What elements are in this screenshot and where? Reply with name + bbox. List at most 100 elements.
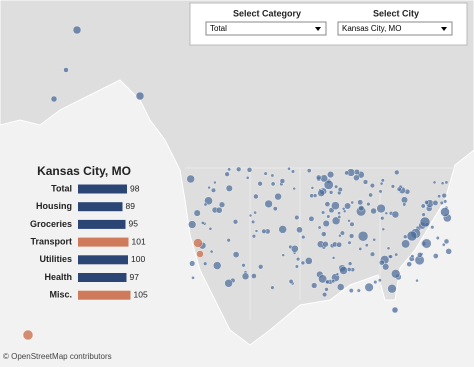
city-dot <box>391 269 401 279</box>
city-dot <box>432 180 437 185</box>
city-dot <box>322 241 329 248</box>
bar <box>78 184 127 194</box>
city-dot <box>322 292 328 298</box>
city-dot <box>328 190 334 195</box>
city-dot <box>388 254 393 259</box>
city-dot <box>281 253 285 257</box>
city-dot <box>208 226 213 231</box>
filter-label: Select Category <box>233 8 301 18</box>
bar-chart: Total 98 Housing 89 Groceries 95 Transport 101 U… <box>30 183 148 300</box>
city-dot <box>203 261 208 266</box>
bar <box>78 255 128 265</box>
city-dot <box>376 203 386 214</box>
city-dot <box>410 254 415 259</box>
city-dot <box>241 263 246 268</box>
city-dot <box>248 213 253 218</box>
city-dot <box>364 243 369 248</box>
city-dot <box>415 278 419 283</box>
bar-label: Health <box>44 272 72 282</box>
city-dot <box>301 235 306 240</box>
select-box[interactable] <box>337 21 453 36</box>
city-dot <box>339 266 348 275</box>
city-dot <box>366 202 371 207</box>
bar <box>78 202 123 212</box>
city-dot <box>290 244 299 253</box>
city-dot <box>294 214 300 220</box>
city-dot <box>346 267 352 272</box>
city-dot <box>373 280 378 285</box>
city-dot <box>312 193 318 198</box>
city-dot <box>406 230 418 242</box>
city-dot <box>358 246 363 251</box>
value-label: 100 <box>131 254 145 264</box>
city-dot <box>347 240 352 245</box>
city-dot <box>325 279 330 285</box>
city-dot <box>445 248 452 255</box>
select-value: Kansas City, MO <box>342 24 401 33</box>
city-dot <box>278 225 287 234</box>
city-dot <box>358 205 365 212</box>
city-dot <box>381 227 385 232</box>
city-dot <box>294 264 299 269</box>
city-dot <box>356 288 361 293</box>
city-dot <box>419 216 431 228</box>
city-dot <box>224 279 233 288</box>
city-dot <box>196 250 204 258</box>
city-dot <box>384 211 388 216</box>
city-dot <box>370 251 376 257</box>
city-dot <box>258 264 264 270</box>
city-dot <box>135 91 145 101</box>
city-dot <box>245 175 250 180</box>
city-dot <box>200 221 205 225</box>
select-value: Total <box>210 24 227 33</box>
city-dot <box>186 174 195 184</box>
city-dot <box>218 201 226 208</box>
city-dot <box>379 181 384 186</box>
city-dot <box>296 257 301 262</box>
city-dot <box>318 274 327 284</box>
value-label: 101 <box>132 236 146 246</box>
city-dot <box>311 282 318 289</box>
city-dot <box>443 199 448 204</box>
city-dot <box>324 287 329 292</box>
city-select[interactable]: Kansas City, MO <box>337 21 453 36</box>
city-dot <box>362 179 369 185</box>
land <box>0 0 474 346</box>
city-dot <box>226 238 231 243</box>
city-dot <box>440 181 445 185</box>
city-dot <box>310 186 315 190</box>
city-dot <box>315 174 322 181</box>
city-dot <box>193 209 201 217</box>
city-dot <box>437 194 441 199</box>
select-arrow <box>315 27 321 31</box>
city-dot <box>440 207 450 217</box>
city-dot <box>225 184 233 192</box>
city-dot <box>270 181 276 187</box>
city-dot <box>279 178 286 184</box>
value-label: 89 <box>126 201 136 211</box>
city-dot <box>207 185 211 190</box>
city-dot <box>334 184 339 189</box>
city-dot <box>435 236 440 240</box>
city-dot <box>432 253 439 259</box>
select-box[interactable] <box>205 21 327 36</box>
city-dot <box>253 210 257 215</box>
city-dot <box>22 329 34 341</box>
city-dot <box>331 216 341 226</box>
city-dot <box>353 174 360 182</box>
city-dot <box>377 278 382 283</box>
city-dot <box>210 187 216 193</box>
city-dot <box>382 263 390 271</box>
city-dot <box>63 67 69 73</box>
city-dot <box>241 272 250 280</box>
city-dot <box>317 225 322 230</box>
city-dot <box>212 261 222 270</box>
city-dot <box>344 170 350 176</box>
city-dot <box>357 199 364 206</box>
city-dot <box>370 207 377 215</box>
city-dot <box>335 272 340 276</box>
bar-label: Total <box>51 183 72 193</box>
city-dot <box>300 260 306 266</box>
city-dot <box>326 214 331 219</box>
category-select[interactable]: Total <box>205 21 327 36</box>
